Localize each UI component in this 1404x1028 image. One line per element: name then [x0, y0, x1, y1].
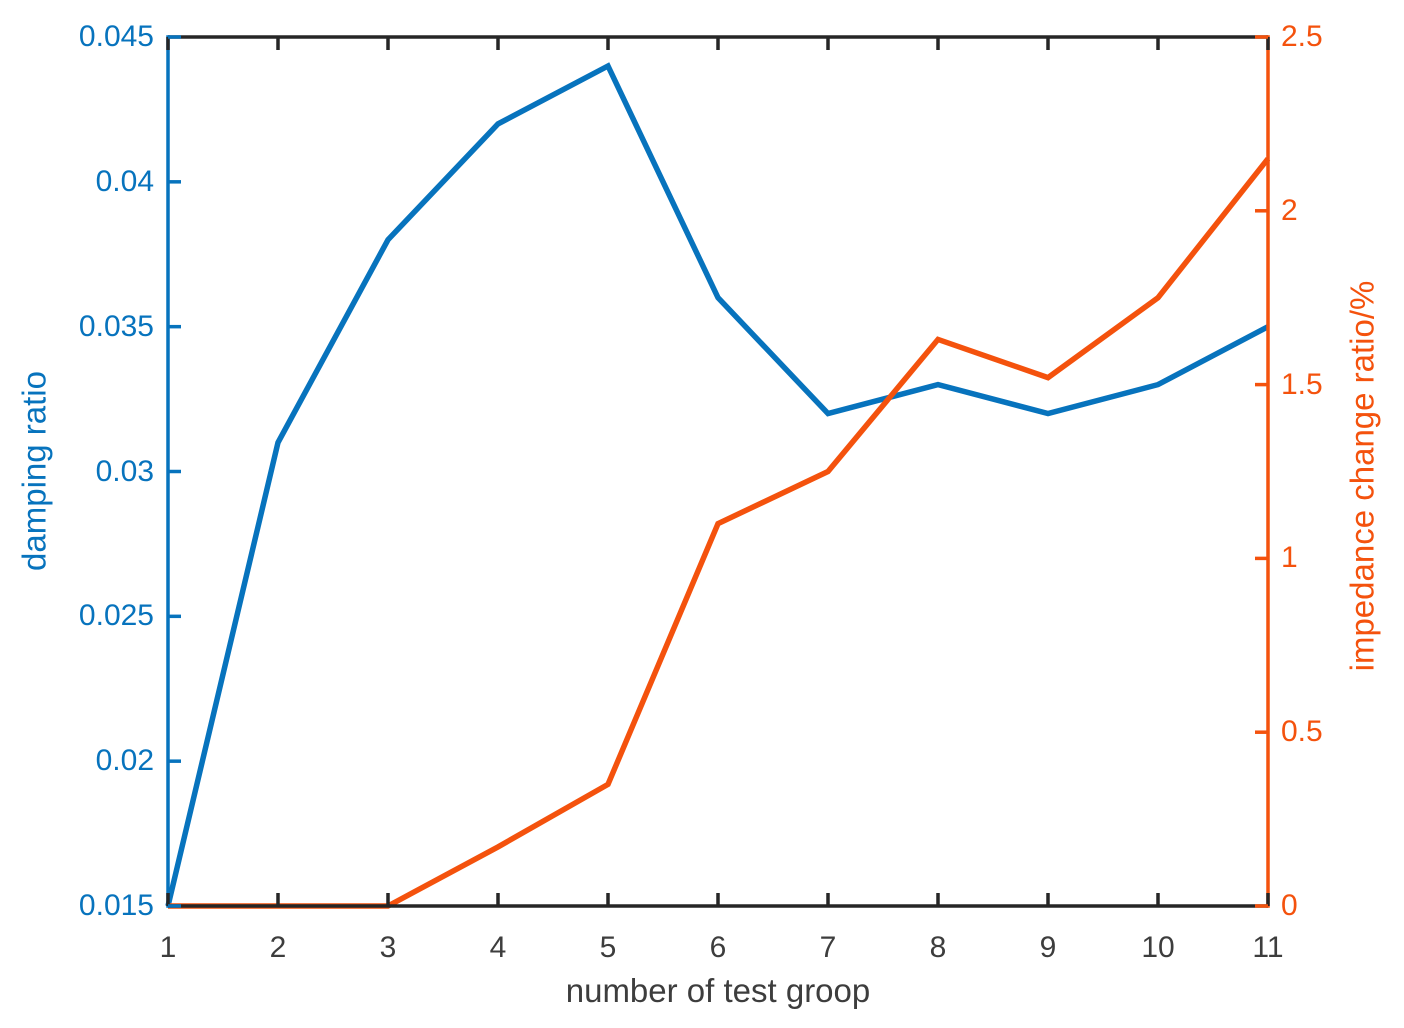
right-tick-label: 0 — [1281, 889, 1298, 922]
x-tick-label: 3 — [379, 931, 397, 964]
right-tick-label: 0.5 — [1281, 715, 1323, 749]
left-tick-label: 0.04 — [95, 164, 154, 198]
left-tick-label: 0.015 — [78, 889, 154, 922]
x-tick-label: 6 — [709, 931, 727, 964]
x-tick-label: 8 — [929, 931, 947, 964]
x-tick-label: 1 — [159, 931, 177, 964]
x-tick-label: 11 — [1252, 931, 1284, 964]
left-tick-label: 0.03 — [95, 454, 154, 488]
x-tick-label: 10 — [1141, 931, 1175, 964]
impedance-change-line — [168, 156, 1271, 909]
right-tick-label: 1.5 — [1281, 367, 1323, 401]
left-y-axis-title: damping ratio — [15, 371, 53, 571]
right-tick-label: 2 — [1281, 193, 1298, 227]
right-tick-label: 1 — [1281, 541, 1298, 575]
damping-ratio-line — [165, 62, 1270, 907]
x-tick-label: 4 — [489, 931, 507, 964]
x-tick-label: 2 — [269, 931, 287, 964]
x-tick-label: 7 — [819, 931, 837, 964]
left-tick-label: 0.02 — [95, 744, 154, 778]
x-axis-title: number of test groop — [565, 972, 871, 1009]
left-tick-label: 0.045 — [78, 20, 154, 53]
left-tick-label: 0.035 — [78, 309, 154, 343]
right-y-axis-title: impedance change ratio/% — [1343, 280, 1381, 672]
left-tick-label: 0.025 — [78, 599, 154, 633]
x-tick-label: 5 — [599, 931, 617, 964]
right-tick-label: 2.5 — [1281, 20, 1323, 53]
x-tick-label: 9 — [1039, 931, 1057, 964]
